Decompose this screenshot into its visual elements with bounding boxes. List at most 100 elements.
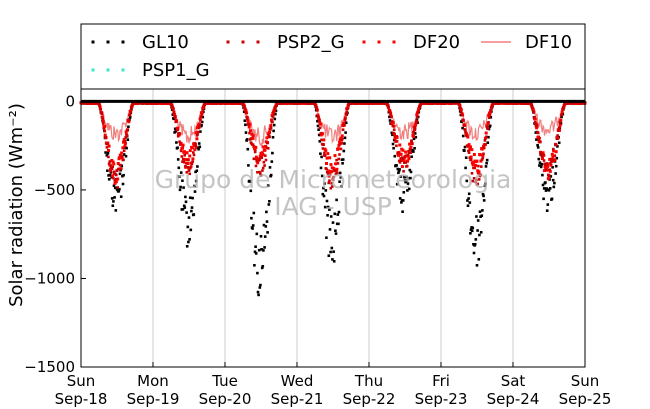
data-point bbox=[187, 165, 190, 169]
data-point bbox=[185, 245, 189, 248]
legend-marker-psp1-g bbox=[106, 68, 110, 72]
data-point bbox=[318, 126, 322, 130]
data-point bbox=[109, 165, 113, 169]
data-point bbox=[322, 143, 325, 146]
data-point bbox=[259, 235, 263, 238]
data-point bbox=[184, 165, 187, 168]
data-point bbox=[331, 258, 334, 261]
data-point bbox=[402, 170, 405, 173]
data-point bbox=[108, 160, 112, 163]
data-point bbox=[188, 238, 191, 241]
data-point bbox=[259, 172, 262, 175]
data-point bbox=[176, 128, 179, 132]
y-tick-label: 0 bbox=[65, 92, 75, 110]
data-point bbox=[265, 220, 269, 223]
data-point bbox=[476, 219, 480, 222]
data-point bbox=[465, 179, 469, 183]
data-point bbox=[540, 154, 544, 158]
data-point bbox=[407, 187, 411, 191]
data-point bbox=[264, 225, 268, 228]
data-point bbox=[108, 173, 112, 177]
data-point bbox=[397, 152, 400, 155]
data-point bbox=[184, 161, 188, 165]
data-point bbox=[119, 163, 122, 167]
data-point bbox=[266, 184, 270, 187]
data-point bbox=[124, 141, 127, 145]
data-point bbox=[541, 183, 545, 187]
data-point bbox=[319, 122, 323, 126]
data-point bbox=[200, 120, 204, 124]
data-point bbox=[126, 138, 130, 141]
data-point bbox=[461, 134, 465, 138]
legend-marker-df20 bbox=[377, 40, 381, 44]
legend-marker-df20 bbox=[362, 40, 366, 44]
data-point bbox=[268, 135, 271, 138]
data-point bbox=[552, 149, 556, 153]
data-point bbox=[192, 151, 195, 154]
data-point bbox=[538, 161, 542, 164]
data-point bbox=[398, 161, 402, 164]
data-point bbox=[405, 164, 409, 168]
data-point bbox=[111, 160, 115, 164]
data-point bbox=[479, 173, 482, 177]
data-point bbox=[534, 120, 537, 124]
data-point bbox=[395, 182, 399, 186]
data-point bbox=[266, 147, 270, 150]
data-point bbox=[187, 169, 191, 172]
data-point bbox=[319, 152, 322, 155]
data-point bbox=[321, 147, 325, 150]
data-point bbox=[99, 111, 103, 114]
data-point bbox=[337, 210, 341, 214]
data-point bbox=[325, 156, 329, 160]
data-point bbox=[559, 120, 562, 123]
data-point bbox=[193, 148, 197, 152]
data-point bbox=[173, 113, 177, 116]
data-point bbox=[253, 157, 256, 161]
data-point bbox=[561, 107, 564, 111]
data-point bbox=[179, 171, 183, 174]
data-point bbox=[110, 174, 114, 178]
data-point bbox=[539, 140, 542, 144]
data-point bbox=[391, 124, 395, 128]
data-point bbox=[331, 221, 335, 224]
data-point bbox=[557, 126, 561, 129]
data-point bbox=[409, 145, 413, 149]
data-point bbox=[478, 210, 482, 213]
data-point bbox=[393, 135, 397, 138]
data-point bbox=[108, 163, 112, 167]
data-point bbox=[480, 147, 484, 151]
data-point bbox=[552, 147, 555, 151]
data-point bbox=[262, 249, 265, 252]
data-point bbox=[318, 119, 321, 122]
data-point bbox=[403, 175, 406, 179]
data-point bbox=[273, 117, 277, 121]
data-point bbox=[324, 189, 328, 192]
data-point bbox=[533, 117, 537, 121]
data-point bbox=[336, 162, 340, 165]
data-point bbox=[467, 192, 471, 196]
data-point bbox=[317, 133, 321, 137]
data-point bbox=[327, 181, 330, 185]
data-point bbox=[467, 143, 471, 147]
data-point bbox=[554, 172, 557, 175]
data-point bbox=[197, 126, 201, 130]
data-point bbox=[109, 170, 112, 173]
data-point bbox=[468, 156, 472, 159]
data-point bbox=[329, 250, 332, 254]
data-point bbox=[260, 248, 263, 251]
data-point bbox=[474, 238, 478, 241]
data-point bbox=[472, 166, 475, 170]
data-point bbox=[181, 160, 184, 163]
data-point bbox=[342, 149, 346, 153]
data-point bbox=[407, 177, 410, 180]
data-point bbox=[190, 206, 194, 209]
data-point bbox=[394, 140, 397, 143]
data-point bbox=[181, 157, 185, 161]
data-point bbox=[101, 117, 104, 121]
data-point bbox=[198, 122, 201, 126]
data-point bbox=[463, 128, 467, 131]
data-point bbox=[317, 116, 321, 120]
data-point bbox=[482, 194, 485, 198]
data-point bbox=[180, 155, 184, 158]
data-point bbox=[478, 233, 481, 237]
